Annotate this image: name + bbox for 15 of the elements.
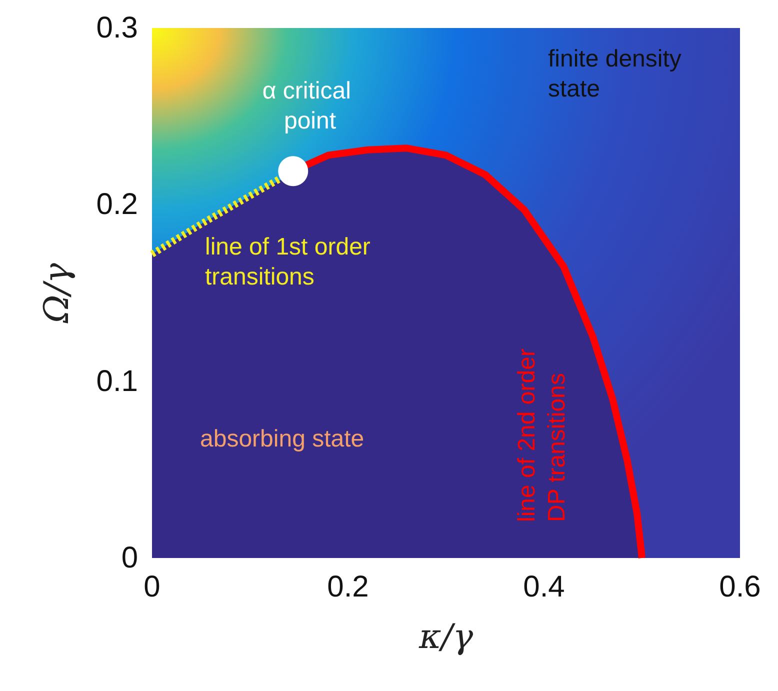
y-tick-label: 0.3 <box>96 12 138 44</box>
annotation: finite density state <box>548 46 688 102</box>
x-axis-title: κ/γ <box>418 617 474 657</box>
y-tick-label: 0 <box>121 542 138 574</box>
text: line of 2nd order DP transitions <box>514 342 570 522</box>
x-tick-label: 0.2 <box>327 570 369 604</box>
x-tick-label: 0 <box>144 570 160 604</box>
series-label: line of 1st order transitions <box>205 234 378 290</box>
y-axis-title: Ω/γ <box>37 262 77 324</box>
annotation: absorbing state <box>200 426 364 452</box>
y-tick-label: 0.2 <box>96 188 138 222</box>
x-tick-label: 0.4 <box>523 570 565 604</box>
x-tick-label: 0.6 <box>719 570 761 604</box>
y-tick-label: 0.1 <box>96 364 138 398</box>
series-label: α critical point <box>262 78 358 134</box>
